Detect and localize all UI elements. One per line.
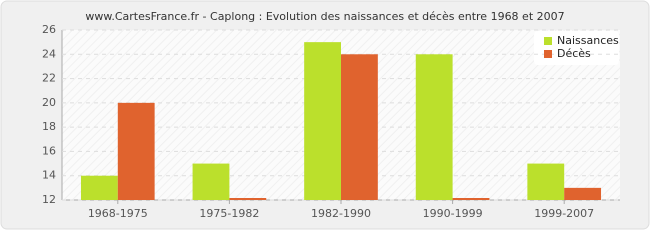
bar xyxy=(304,42,341,201)
bar xyxy=(80,175,118,200)
y-tick-label: 14 xyxy=(42,169,56,182)
legend-box xyxy=(534,31,619,65)
x-tick-label: 1999-2007 xyxy=(534,207,594,220)
y-tick-label: 24 xyxy=(42,47,56,60)
bar xyxy=(229,198,267,200)
y-tick-label: 18 xyxy=(42,120,56,133)
bar xyxy=(341,54,378,201)
bar xyxy=(192,163,230,200)
legend-label: Naissances xyxy=(557,34,619,47)
legend-swatch xyxy=(544,50,552,58)
y-tick-label: 22 xyxy=(42,72,56,85)
y-tick-label: 20 xyxy=(42,96,56,109)
bar xyxy=(527,163,565,200)
legend-label: Décès xyxy=(557,47,591,60)
bar xyxy=(117,102,155,200)
bar xyxy=(564,187,602,200)
y-tick-label: 26 xyxy=(42,23,56,36)
x-tick-label: 1990-1999 xyxy=(423,207,483,220)
x-tick-label: 1968-1975 xyxy=(88,207,148,220)
y-tick-label: 12 xyxy=(42,193,56,206)
x-tick-label: 1982-1990 xyxy=(311,207,371,220)
bar xyxy=(452,198,490,200)
x-tick-label: 1975-1982 xyxy=(199,207,259,220)
chart: www.CartesFrance.fr - Caplong : Evolutio… xyxy=(0,0,650,230)
chart-title: www.CartesFrance.fr - Caplong : Evolutio… xyxy=(85,10,564,23)
y-tick-label: 16 xyxy=(42,144,56,157)
bar xyxy=(415,54,453,201)
legend-swatch xyxy=(544,37,552,45)
